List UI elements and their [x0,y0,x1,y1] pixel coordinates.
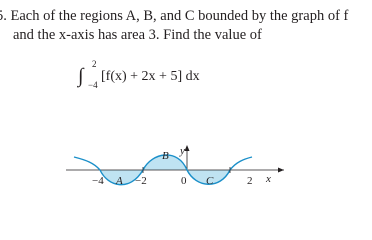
tick-label: 2 [247,175,253,187]
page: 5. Each of the regions A, B, and C bound… [0,8,349,187]
y-axis-label: y [179,145,185,157]
integral-upper: 2 [92,59,97,69]
region-label: A [115,175,123,187]
tick-label: 0 [181,175,187,187]
curve [73,154,253,186]
x-axis-label: x [265,173,271,185]
x-arrow [278,167,284,173]
region-label: C [206,175,214,187]
region-label: B [162,150,169,162]
y-arrow [184,145,190,151]
integrand: [f(x) + 2x + 5] dx [101,69,200,84]
graph: y x A B C −4 −2 0 2 [66,145,284,187]
problem-line: and the x-axis has area 3. Find the valu… [13,27,262,43]
tick-label: −4 [92,175,104,187]
tick-label: −2 [135,175,147,187]
integral-lower: −4 [88,80,98,90]
problem-line: 5. Each of the regions A, B, and C bound… [0,8,349,24]
integral-sign: ∫ [76,65,85,88]
